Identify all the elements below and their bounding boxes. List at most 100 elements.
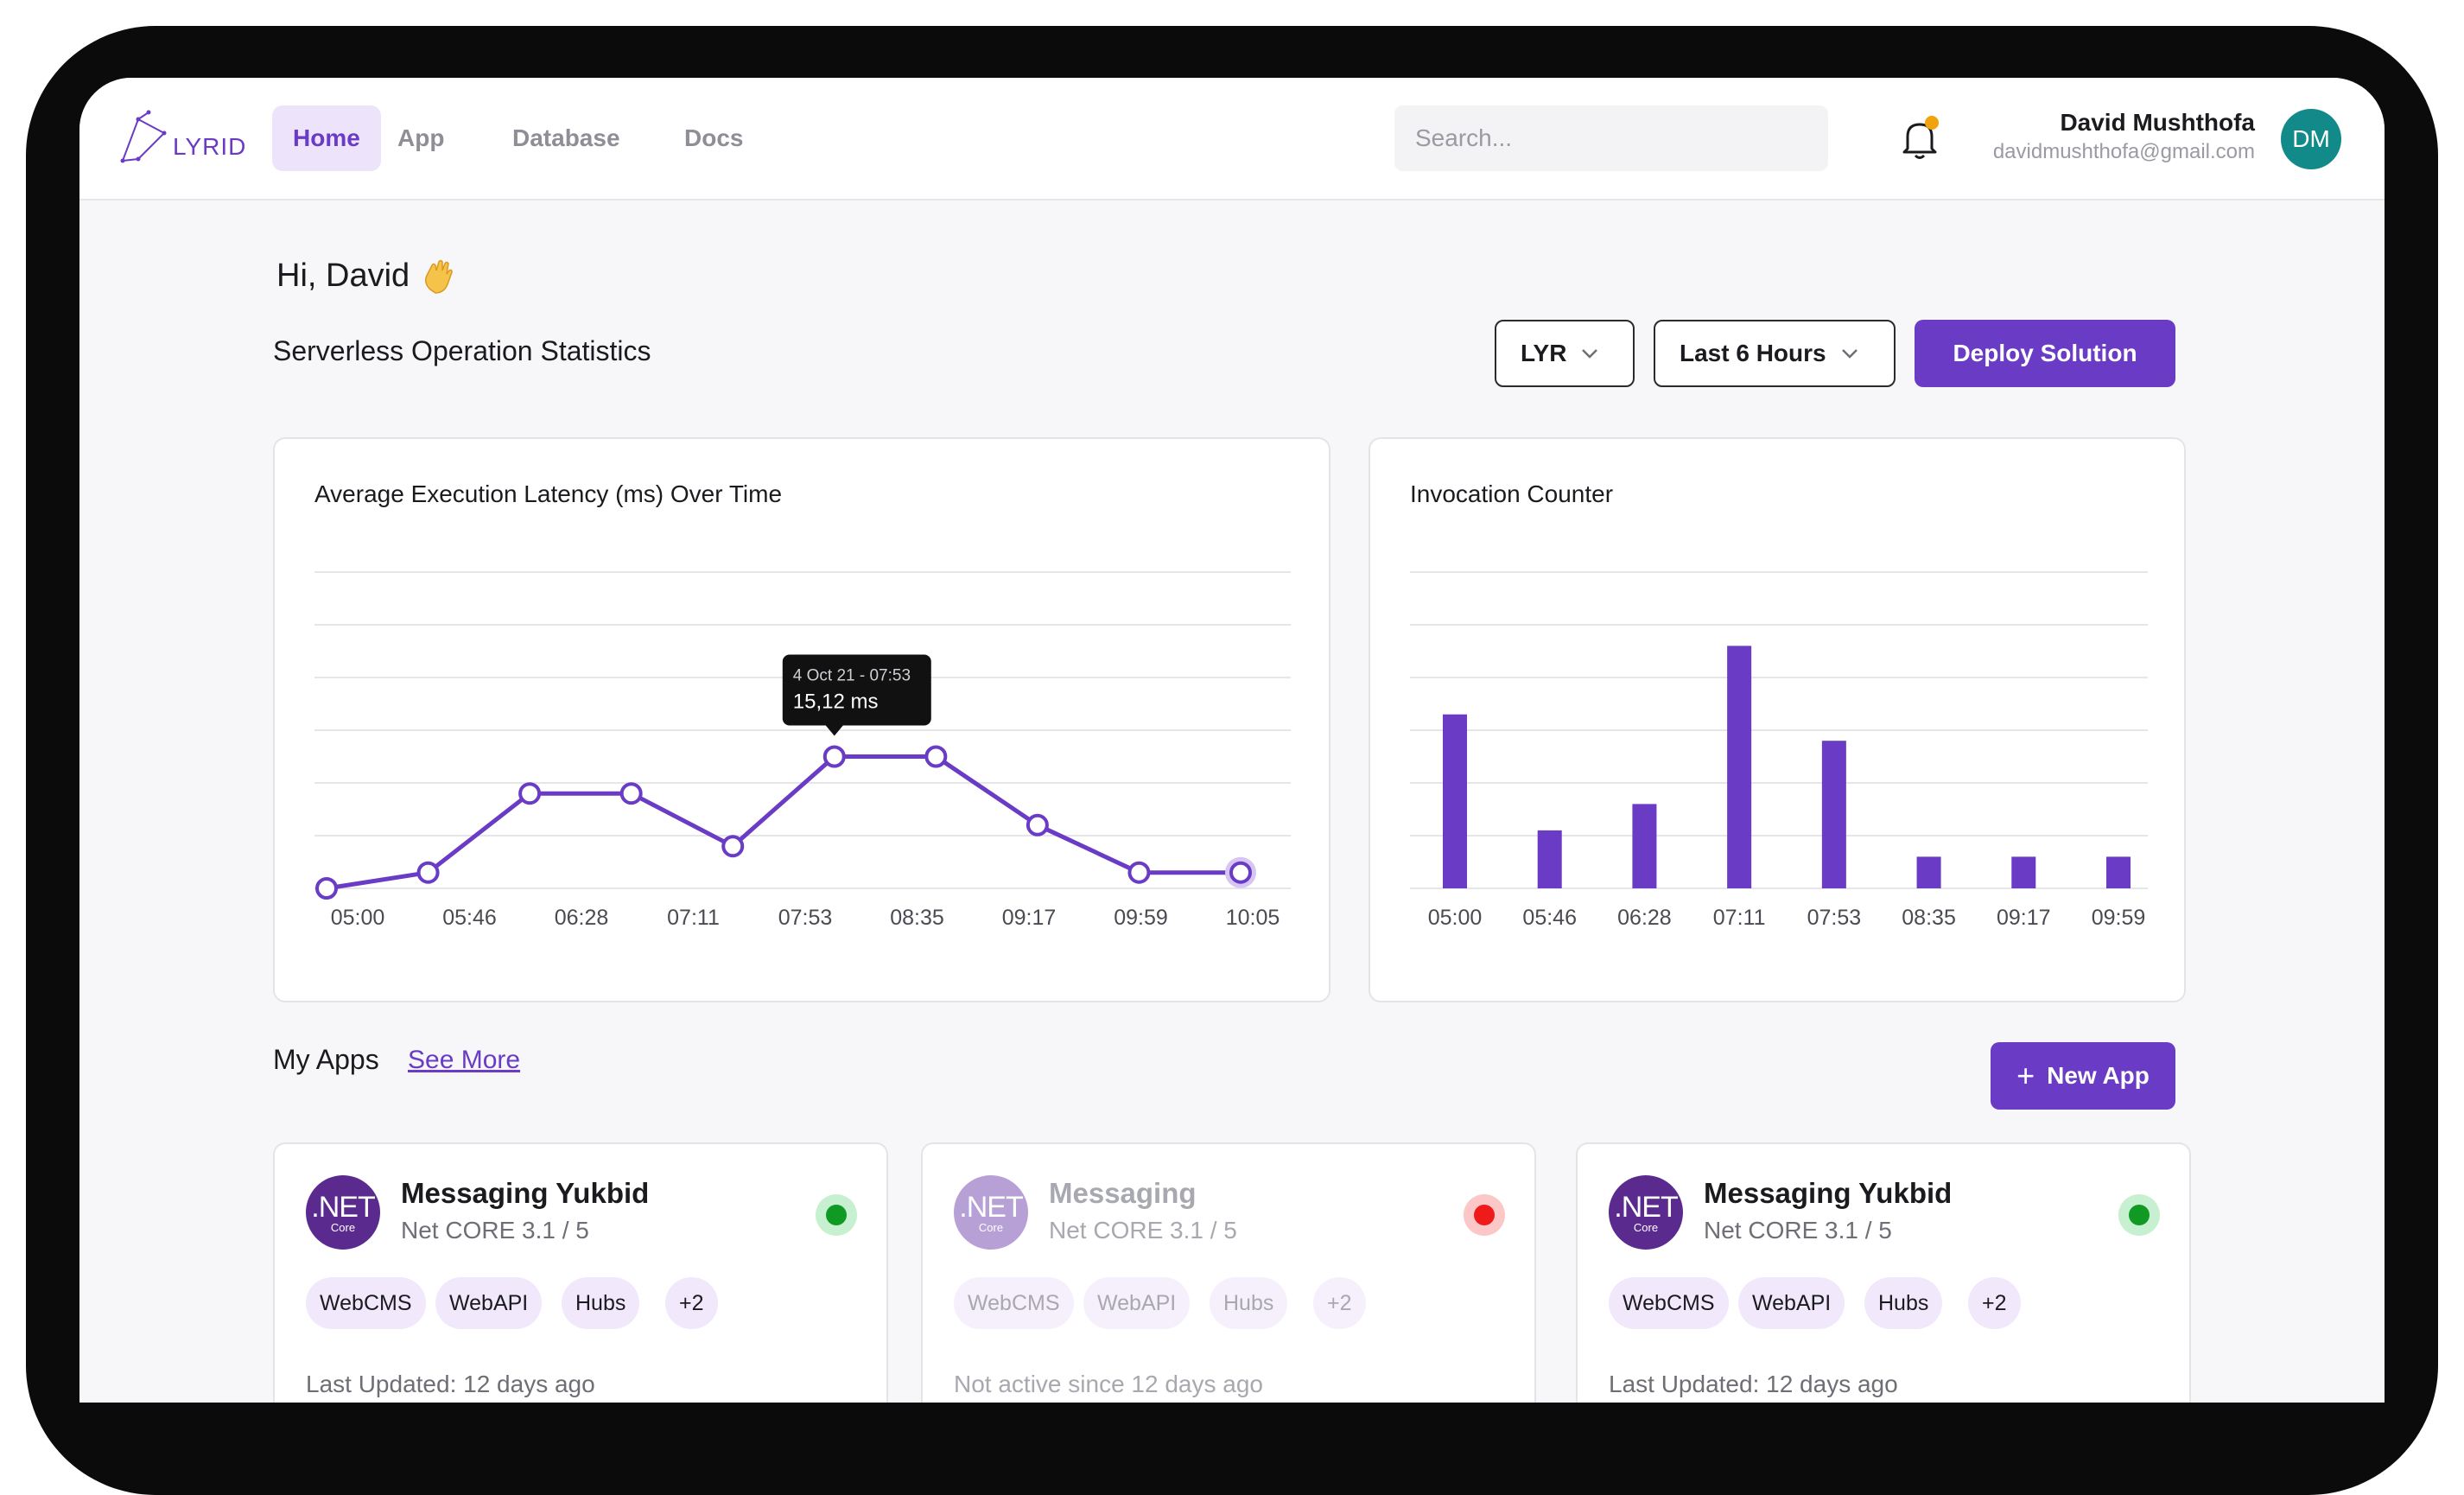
latency-chart-title: Average Execution Latency (ms) Over Time	[314, 480, 783, 507]
logo-text: LYRID	[173, 133, 247, 160]
x-tick-label: 05:46	[1522, 906, 1577, 930]
tooltip-arrow	[825, 725, 843, 736]
latency-point	[1229, 861, 1252, 884]
invocation-bar	[1443, 714, 1467, 888]
app-tag[interactable]: WebCMS	[1609, 1277, 1729, 1329]
invocation-chart-title: Invocation Counter	[1410, 480, 1614, 507]
latency-point	[416, 861, 440, 884]
x-tick-label: 07:53	[778, 906, 833, 930]
dotnet-core-logo: .NET Core	[306, 1175, 380, 1250]
nav-database[interactable]: Database	[512, 124, 620, 151]
invocation-bar	[1727, 646, 1752, 888]
nav-docs[interactable]: Docs	[684, 124, 744, 151]
latency-point	[822, 745, 846, 768]
app-name: Messaging Yukbid	[1704, 1177, 1953, 1209]
status-inactive-indicator	[1464, 1194, 1505, 1236]
tooltip-date: 4 Oct 21 - 07:53	[793, 667, 911, 685]
plus-icon: +	[2016, 1058, 2035, 1093]
x-tick-label: 06:28	[1617, 906, 1672, 930]
latency-point	[924, 745, 948, 768]
latency-point	[518, 782, 542, 805]
invocation-chart-card: Invocation Counter 05:00 05:46 06:28 07:11 0…	[1369, 437, 2186, 1002]
lyrid-logo[interactable]: LYRID	[119, 104, 246, 164]
net-logo-main: .NET	[311, 1191, 375, 1224]
app-version: Net CORE 3.1 / 5	[1704, 1217, 1892, 1244]
app-version: Net CORE 3.1 / 5	[401, 1217, 589, 1244]
x-tick-label: 06:28	[555, 906, 609, 930]
app-card[interactable]: .NET Core Messaging Yukbid Net CORE 3.1 …	[273, 1142, 888, 1403]
time-range-select[interactable]: Last 6 Hours	[1654, 320, 1896, 387]
region-select[interactable]: LYR	[1495, 320, 1635, 387]
chevron-down-icon	[1841, 349, 1858, 359]
app-screen: LYRID Home App Database Docs David Musht…	[79, 78, 2385, 1403]
x-tick-label: 08:35	[890, 906, 944, 930]
x-tick-label: 07:11	[1713, 906, 1766, 930]
x-tick-label: 05:00	[1428, 906, 1483, 930]
greeting: Hi, David	[276, 258, 456, 295]
invocation-bar	[1916, 856, 1941, 888]
invocation-bar	[1537, 830, 1562, 888]
app-tag-more[interactable]: +2	[1313, 1277, 1366, 1329]
net-logo-sub: Core	[1633, 1221, 1659, 1234]
app-last-updated: Not active since 12 days ago	[954, 1371, 1263, 1397]
app-card[interactable]: .NET Core Messaging Yukbid Net CORE 3.1 …	[1576, 1142, 2191, 1403]
latency-series-line	[326, 754, 1241, 891]
app-tag[interactable]: WebCMS	[954, 1277, 1074, 1329]
net-logo-sub: Core	[330, 1221, 356, 1234]
app-last-updated: Last Updated: 12 days ago	[306, 1371, 595, 1397]
net-logo-sub: Core	[978, 1221, 1004, 1234]
see-more-link[interactable]: See More	[408, 1046, 521, 1074]
deploy-solution-button[interactable]: Deploy Solution	[1915, 320, 2175, 387]
invocation-bar	[2106, 856, 2131, 888]
latency-point	[1026, 813, 1049, 837]
net-logo-main: .NET	[1614, 1191, 1678, 1224]
x-tick-label: 08:35	[1902, 906, 1956, 930]
latency-point	[1127, 861, 1151, 884]
constellation-icon	[120, 110, 167, 163]
latency-chart-card: Average Execution Latency (ms) Over Time…	[273, 437, 1330, 1002]
x-tick-label: 10:05	[1226, 906, 1280, 930]
latency-point	[619, 782, 643, 805]
app-card[interactable]: .NET Core Messaging Net CORE 3.1 / 5 Web…	[921, 1142, 1536, 1403]
app-tag-more[interactable]: +2	[665, 1277, 718, 1329]
latency-point	[721, 835, 745, 858]
nav-home[interactable]: Home	[272, 105, 381, 171]
app-tag-more[interactable]: +2	[1968, 1277, 2021, 1329]
notification-bell-icon[interactable]	[1899, 116, 1940, 161]
dotnet-core-logo: .NET Core	[954, 1175, 1028, 1250]
app-tag[interactable]: WebAPI	[1738, 1277, 1845, 1329]
app-tag[interactable]: WebAPI	[435, 1277, 543, 1329]
dotnet-core-logo: .NET Core	[1609, 1175, 1683, 1250]
time-range-value: Last 6 Hours	[1680, 340, 1826, 366]
app-tag[interactable]: Hubs	[1864, 1277, 1943, 1329]
invocation-bar	[1821, 741, 1846, 888]
app-tag[interactable]: Hubs	[1210, 1277, 1288, 1329]
x-tick-label: 05:46	[442, 906, 497, 930]
app-name: Messaging	[1049, 1177, 1197, 1209]
waving-hand-icon	[425, 259, 453, 294]
latency-point	[315, 877, 338, 900]
region-select-value: LYR	[1521, 340, 1567, 366]
app-tag[interactable]: Hubs	[562, 1277, 640, 1329]
invocation-bar	[1632, 804, 1657, 888]
x-tick-label: 09:17	[1002, 906, 1057, 930]
app-tag[interactable]: WebAPI	[1083, 1277, 1191, 1329]
search-input[interactable]	[1394, 105, 1828, 171]
new-app-label: New App	[2047, 1062, 2150, 1089]
nav-app[interactable]: App	[397, 124, 445, 151]
chevron-down-icon	[1582, 349, 1598, 359]
latency-line-chart: 05:00 05:46 06:28 07:11 07:53 08:35 09:17 09:59…	[314, 571, 1291, 930]
app-last-updated: Last Updated: 12 days ago	[1609, 1371, 1898, 1397]
invocation-bar	[2011, 856, 2036, 888]
x-tick-label: 07:53	[1807, 906, 1862, 930]
new-app-button[interactable]: + New App	[1991, 1042, 2175, 1110]
x-tick-label: 07:11	[667, 906, 720, 930]
invocation-bar-chart: 05:00 05:46 06:28 07:11 07:53 08:35 09:17 09:59	[1410, 571, 2148, 930]
avatar[interactable]: DM	[2281, 109, 2341, 169]
x-tick-label: 09:59	[1114, 906, 1168, 930]
user-name: David Mushthofa	[2060, 109, 2255, 136]
x-tick-label: 09:17	[1997, 906, 2051, 930]
x-tick-label: 05:00	[331, 906, 385, 930]
user-email: davidmushthofa@gmail.com	[1992, 140, 2255, 163]
app-tag[interactable]: WebCMS	[306, 1277, 426, 1329]
